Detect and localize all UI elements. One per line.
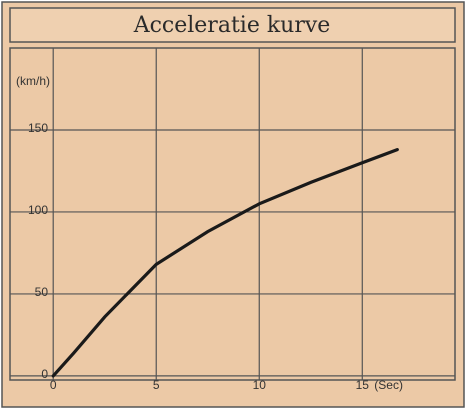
y-tick-label: 50: [35, 285, 49, 299]
plot-area: [9, 47, 456, 381]
x-tick-label: 10: [253, 378, 267, 392]
y-tick-label: 100: [28, 203, 48, 217]
x-tick-label: 5: [153, 378, 160, 392]
y-tick-label: 0: [41, 367, 48, 381]
x-tick-label: 15: [356, 378, 370, 392]
y-axis-label: (km/h): [16, 74, 50, 88]
title-band: [9, 7, 456, 43]
x-tick-label: 0: [50, 378, 57, 392]
y-tick-label: 150: [28, 121, 48, 135]
x-unit-label: (Sec): [374, 378, 403, 392]
data-line: [51, 148, 399, 378]
chart-title: Acceleratie kurve: [133, 13, 331, 38]
